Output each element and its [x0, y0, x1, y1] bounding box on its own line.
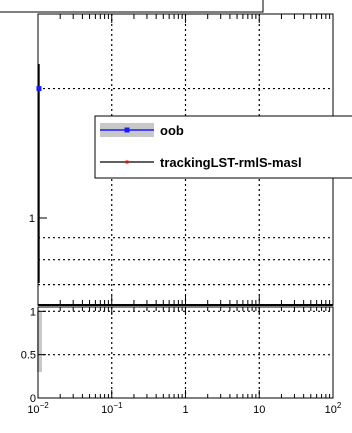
- x-tick-exponent: 2: [337, 401, 342, 410]
- x-tick-label: 10−2: [27, 401, 49, 416]
- oob-point: [36, 86, 42, 92]
- legend-tracking-marker: [125, 160, 129, 164]
- x-tick-exponent: −1: [113, 401, 123, 410]
- ratio-ytick-label: 0.5: [21, 350, 36, 362]
- x-tick-base: 10: [27, 404, 39, 416]
- ratio-ytick-label: 1: [30, 306, 36, 318]
- x-tick-base: 10: [253, 404, 265, 416]
- legend-label-tracking: trackingLST-rmlS-masl: [160, 155, 302, 170]
- x-tick-base: 10: [101, 404, 113, 416]
- main-ytick-label: 1: [29, 213, 35, 225]
- x-tick-label: 10: [253, 404, 265, 416]
- x-tick-base: 1: [182, 404, 188, 416]
- x-tick-exponent: −2: [40, 401, 50, 410]
- ratio-ytick-label: 0: [30, 393, 36, 405]
- x-tick-label: 1: [182, 404, 188, 416]
- x-tick-label: 10−1: [101, 401, 123, 416]
- legend: oob trackingLST-rmlS-masl: [94, 115, 352, 179]
- ratio-band: [36, 311, 42, 372]
- x-tick-label: 102: [325, 401, 342, 416]
- x-tick-base: 10: [325, 404, 337, 416]
- legend-label-oob: oob: [160, 123, 184, 138]
- title-box: [0, 0, 264, 13]
- legend-oob-marker: [124, 127, 130, 133]
